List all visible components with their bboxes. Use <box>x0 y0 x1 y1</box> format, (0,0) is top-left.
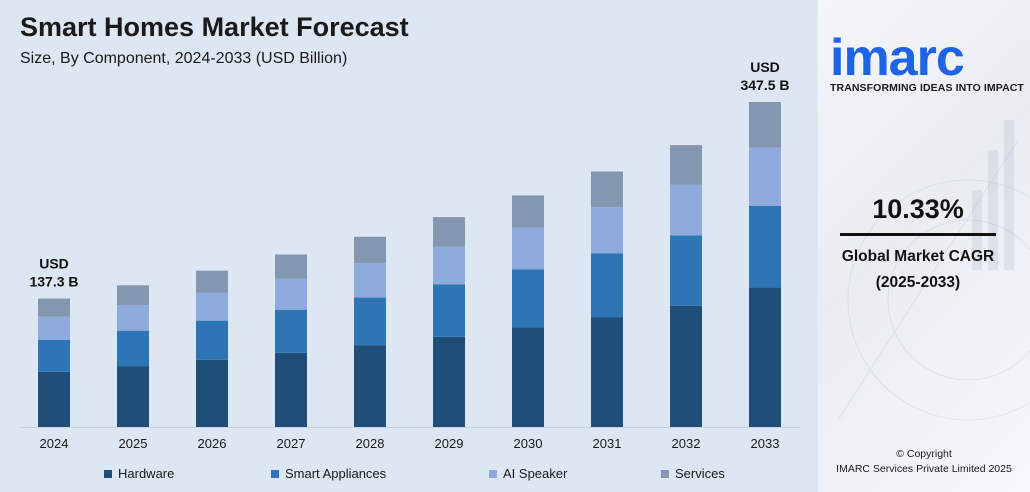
bar-segment-hardware-2029 <box>433 336 465 427</box>
legend-swatch <box>661 469 669 478</box>
bar-segment-services-2033 <box>749 101 781 148</box>
legend-label: Hardware <box>118 466 175 481</box>
x-tick-label-2029: 2029 <box>435 436 464 451</box>
legend-item-hardware: Hardware <box>104 466 174 481</box>
bar-segment-smart-appliances-2027 <box>275 309 307 353</box>
bar-segment-services-2024 <box>38 298 70 317</box>
legend-swatch <box>104 469 112 478</box>
chart-panel: Smart Homes Market Forecast Size, By Com… <box>0 0 818 492</box>
bar-segment-hardware-2024 <box>38 371 70 427</box>
bar-segment-smart-appliances-2033 <box>749 205 781 288</box>
bar-segment-ai-speaker-2024 <box>38 316 70 340</box>
bar-segment-ai-speaker-2033 <box>749 147 781 206</box>
x-tick-label-2026: 2026 <box>198 436 227 451</box>
legend-item-smart-appliances: Smart Appliances <box>271 466 386 481</box>
side-panel <box>818 0 1030 492</box>
cagr-period: (2025-2033) <box>875 274 961 291</box>
chart-subtitle: Size, By Component, 2024-2033 (USD Billi… <box>20 50 348 67</box>
bar-segment-ai-speaker-2027 <box>275 278 307 310</box>
bar-segment-services-2028 <box>354 236 386 264</box>
decorative-background-graphic <box>837 120 1030 421</box>
bar-segment-hardware-2033 <box>749 287 781 427</box>
bar-segment-smart-appliances-2032 <box>670 235 702 306</box>
bar-segment-ai-speaker-2029 <box>433 246 465 285</box>
x-tick-label-2031: 2031 <box>593 436 622 451</box>
bar-segment-smart-appliances-2029 <box>433 284 465 337</box>
bar-segment-ai-speaker-2025 <box>117 305 149 331</box>
bar-segment-services-2025 <box>117 285 149 306</box>
x-tick-label-2030: 2030 <box>514 436 543 451</box>
bar-segment-hardware-2031 <box>591 317 623 427</box>
cagr-value: 10.33% <box>872 194 964 224</box>
cagr-divider <box>840 233 996 236</box>
bar-segment-ai-speaker-2030 <box>512 227 544 270</box>
bar-segment-hardware-2027 <box>275 352 307 427</box>
copyright-line-2: IMARC Services Private Limited 2025 <box>836 463 1012 475</box>
bar-segment-ai-speaker-2031 <box>591 207 623 254</box>
legend-label: Smart Appliances <box>285 466 387 481</box>
bar-segment-smart-appliances-2030 <box>512 269 544 328</box>
x-tick-label-2032: 2032 <box>672 436 701 451</box>
bar-segment-services-2026 <box>196 270 228 293</box>
bar-segment-hardware-2030 <box>512 327 544 427</box>
legend-swatch <box>271 469 279 478</box>
cagr-label: Global Market CAGR <box>841 248 995 265</box>
imarc-logo: imarc <box>830 29 965 87</box>
bar-segment-hardware-2026 <box>196 359 228 427</box>
legend-swatch <box>489 469 497 478</box>
bar-segment-smart-appliances-2026 <box>196 320 228 360</box>
data-label-2024-value: 137.3 B <box>29 274 78 290</box>
bar-segment-services-2029 <box>433 217 465 247</box>
bar-segment-ai-speaker-2028 <box>354 263 386 298</box>
bar-segment-hardware-2025 <box>117 366 149 427</box>
data-label-2033-currency: USD <box>750 59 780 75</box>
bar-segment-services-2032 <box>670 145 702 185</box>
legend-label: Services <box>675 466 725 481</box>
data-label-2033-value: 347.5 B <box>740 77 789 93</box>
bar-segment-services-2031 <box>591 171 623 208</box>
x-tick-label-2033: 2033 <box>751 436 780 451</box>
bar-segment-ai-speaker-2032 <box>670 184 702 236</box>
x-tick-label-2028: 2028 <box>356 436 385 451</box>
chart-title: Smart Homes Market Forecast <box>20 12 409 42</box>
legend-item-ai-speaker: AI Speaker <box>489 466 567 481</box>
legend-label: AI Speaker <box>503 466 568 481</box>
copyright-line-1: © Copyright <box>896 448 952 460</box>
bar-segment-hardware-2032 <box>670 305 702 427</box>
stacked-bar-chart: 2024 2025 2026 2027 2028 2029 2030 2031 2032 2033… <box>20 59 800 451</box>
bar-segment-hardware-2028 <box>354 345 386 427</box>
copyright-notice: © Copyright IMARC Services Private Limit… <box>818 447 1030 477</box>
bar-segment-smart-appliances-2028 <box>354 297 386 346</box>
bar-segment-ai-speaker-2026 <box>196 292 228 321</box>
x-tick-label-2025: 2025 <box>119 436 148 451</box>
x-tick-label-2027: 2027 <box>277 436 306 451</box>
x-tick-label-2024: 2024 <box>40 436 69 451</box>
bar-segment-smart-appliances-2024 <box>38 339 70 372</box>
bar-segment-services-2030 <box>512 195 544 228</box>
bar-segment-smart-appliances-2025 <box>117 330 149 367</box>
chart-legend: Hardware Smart Appliances AI Speaker Servic… <box>0 466 818 486</box>
legend-item-services: Services <box>661 466 725 481</box>
logo-tagline: TRANSFORMING IDEAS INTO IMPACT <box>830 82 1024 94</box>
bar-segment-services-2027 <box>275 254 307 279</box>
bar-segment-smart-appliances-2031 <box>591 253 623 318</box>
data-label-2024-currency: USD <box>39 256 69 272</box>
